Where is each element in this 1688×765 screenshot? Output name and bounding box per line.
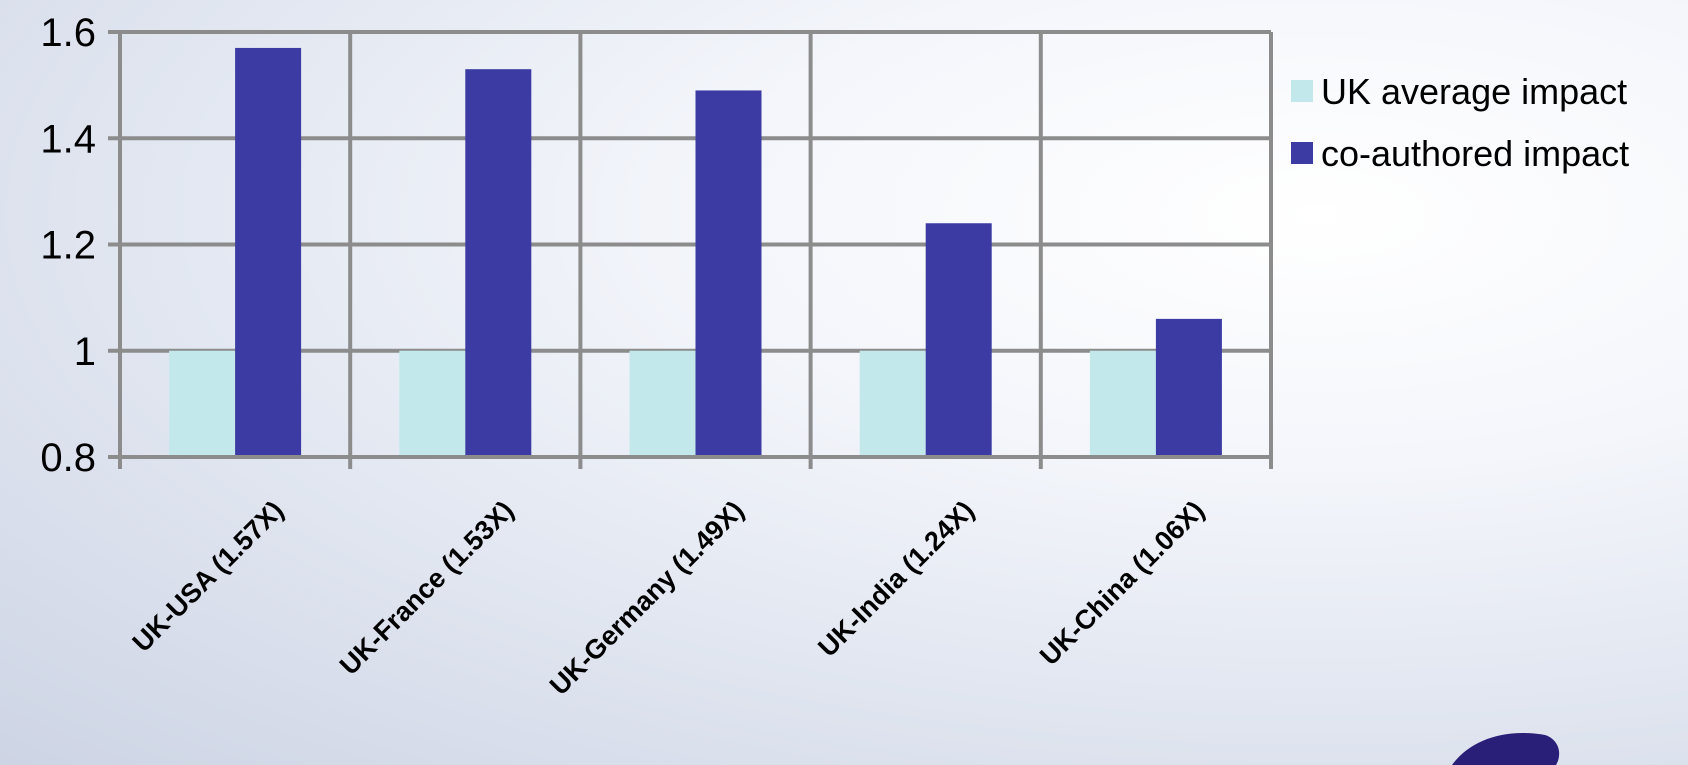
category-label: UK-France (1.53X) xyxy=(334,495,520,681)
legend-swatch xyxy=(1291,142,1313,164)
y-tick-label: 1 xyxy=(74,330,96,374)
bar-uk-average xyxy=(399,350,466,457)
bar-co-authored xyxy=(235,47,302,457)
legend: UK average impact co-authored impact xyxy=(1291,71,1629,174)
legend-entry: co-authored impact xyxy=(1321,133,1629,174)
category-label: UK-China (1.06X) xyxy=(1034,495,1210,671)
gridlines xyxy=(108,30,1273,469)
bar-co-authored xyxy=(1155,318,1222,457)
bar-co-authored xyxy=(925,223,992,457)
y-tick-label: 1.2 xyxy=(40,224,96,268)
bar-co-authored xyxy=(695,90,762,457)
bar-uk-average xyxy=(629,350,696,457)
bar-uk-average xyxy=(169,350,236,457)
category-label: UK-India (1.24X) xyxy=(812,495,980,663)
bar-co-authored xyxy=(465,69,532,457)
logo-swoosh-icon xyxy=(1452,733,1560,765)
y-tick-label: 1.4 xyxy=(40,117,96,161)
bar-uk-average xyxy=(859,350,926,457)
legend-entry: UK average impact xyxy=(1321,71,1627,112)
y-tick-label: 0.8 xyxy=(40,436,96,480)
y-axis-tick-labels: 0.8 1 1.2 1.4 1.6 xyxy=(40,11,96,480)
bar-uk-average xyxy=(1089,350,1156,457)
legend-swatch xyxy=(1291,80,1313,102)
x-axis-category-labels: UK-USA (1.57X) UK-France (1.53X) UK-German… xyxy=(127,495,1210,701)
category-label: UK-USA (1.57X) xyxy=(127,495,290,658)
category-label: UK-Germany (1.49X) xyxy=(544,495,750,701)
y-tick-label: 1.6 xyxy=(40,11,96,55)
bars xyxy=(169,47,1222,457)
